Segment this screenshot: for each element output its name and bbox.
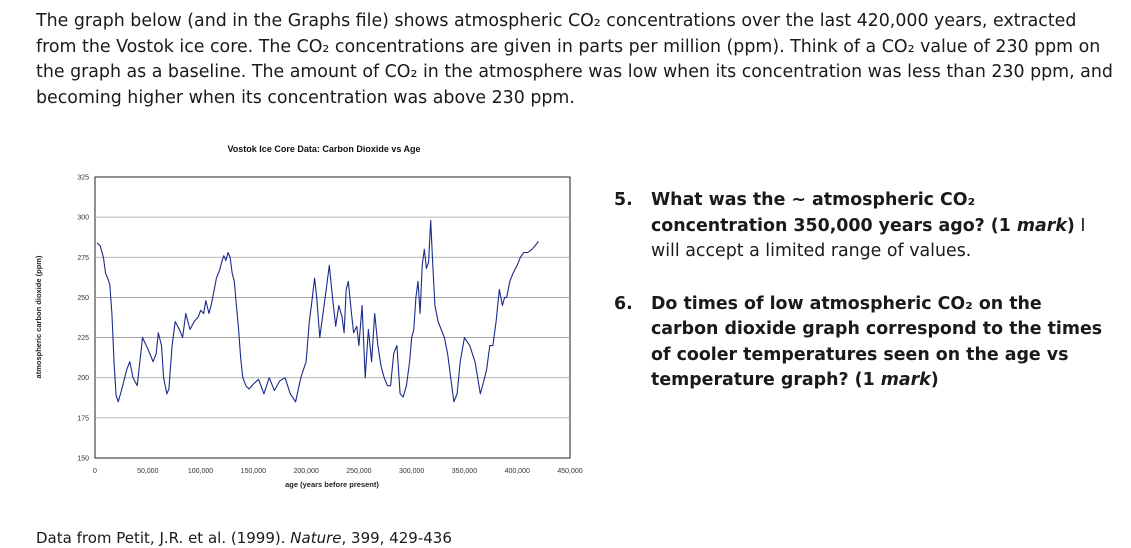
y-tick-label: 225 xyxy=(77,335,89,342)
x-tick-label: 0 xyxy=(93,468,97,475)
y-tick-label: 300 xyxy=(77,215,89,222)
mark-word: mark xyxy=(880,370,931,390)
co2-chart: Vostok Ice Core Data: Carbon Dioxide vs … xyxy=(34,144,583,489)
y-tick-label: 325 xyxy=(77,175,89,182)
question-5: 5. What was the ~ atmospheric CO₂ concen… xyxy=(614,188,1114,265)
x-tick-label: 50,000 xyxy=(137,468,159,475)
question-number: 5. xyxy=(614,190,633,210)
x-axis-ticks: 0 50,000 100,000 150,000 200,000 250,000 300,0… xyxy=(93,468,583,475)
intro-paragraph: The graph below (and in the Graphs file)… xyxy=(36,11,1113,109)
x-axis-label: age (years before present) xyxy=(285,480,379,489)
x-tick-label: 350,000 xyxy=(452,468,477,475)
y-tick-label: 175 xyxy=(77,415,89,422)
x-tick-label: 150,000 xyxy=(241,468,266,475)
source-citation: Data from Petit, J.R. et al. (1999). Nat… xyxy=(36,529,452,547)
question-note: I will accept a limited range of values. xyxy=(651,215,1086,262)
question-list: 5. What was the ~ atmospheric CO₂ concen… xyxy=(614,188,1114,394)
chart-title: Vostok Ice Core Data: Carbon Dioxide vs … xyxy=(227,144,420,154)
x-tick-label: 100,000 xyxy=(188,468,213,475)
y-tick-label: 250 xyxy=(77,295,89,302)
y-axis-label: atmospheric carbon dioxide (ppm) xyxy=(34,255,43,378)
y-tick-label: 200 xyxy=(77,375,89,382)
x-tick-label: 450,000 xyxy=(557,468,582,475)
x-tick-label: 400,000 xyxy=(505,468,530,475)
question-number: 6. xyxy=(614,293,633,314)
x-tick-label: 300,000 xyxy=(399,468,424,475)
series-line xyxy=(96,219,539,403)
x-tick-label: 250,000 xyxy=(346,468,371,475)
y-tick-label: 150 xyxy=(77,456,89,463)
chart-container: Vostok Ice Core Data: Carbon Dioxide vs … xyxy=(0,0,600,504)
mark-word: mark xyxy=(1016,215,1067,236)
question-text: What was the ~ atmospheric CO₂ concentra… xyxy=(651,190,1075,236)
x-tick-label: 200,000 xyxy=(293,468,318,475)
plot-area xyxy=(94,176,571,459)
y-axis-ticks: 150 175 200 225 250 275 300 325 xyxy=(77,175,89,463)
y-tick-label: 275 xyxy=(77,255,89,262)
question-6: 6. Do times of low atmospheric CO₂ on th… xyxy=(614,292,1114,394)
journal-name: Nature xyxy=(290,529,342,547)
question-text: Do times of low atmospheric CO₂ on the c… xyxy=(651,293,1103,391)
